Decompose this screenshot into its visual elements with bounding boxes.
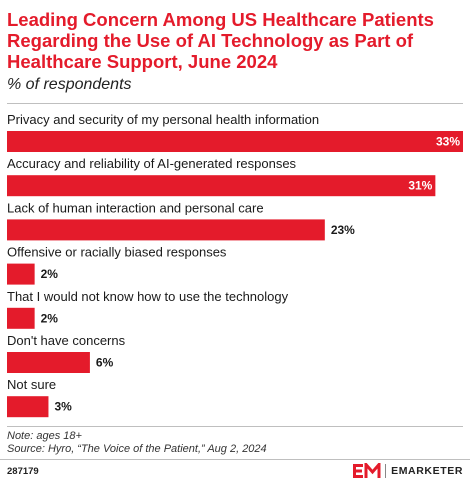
category-label: Privacy and security of my personal heal… bbox=[7, 112, 319, 127]
bar bbox=[7, 175, 436, 197]
brand: EMARKETER bbox=[353, 460, 463, 479]
top-divider bbox=[7, 103, 463, 104]
category-label: Accuracy and reliability of AI-generated… bbox=[7, 156, 297, 171]
chart-note: Note: ages 18+ bbox=[7, 430, 82, 442]
category-label: Lack of human interaction and personal c… bbox=[7, 200, 264, 215]
bar bbox=[7, 307, 35, 329]
category-label: Don't have concerns bbox=[7, 333, 126, 348]
value-label: 33% bbox=[436, 135, 460, 149]
chart-id: 287179 bbox=[7, 466, 39, 477]
bottom-divider bbox=[7, 426, 463, 427]
category-label: Not sure bbox=[7, 377, 56, 392]
bar bbox=[7, 263, 35, 285]
brand-separator bbox=[385, 464, 387, 478]
value-label: 6% bbox=[96, 356, 114, 370]
value-label: 3% bbox=[54, 400, 72, 414]
category-label: Offensive or racially biased responses bbox=[7, 245, 227, 260]
bar bbox=[7, 131, 463, 152]
footer-divider bbox=[0, 459, 470, 460]
bar bbox=[7, 219, 325, 241]
bar bbox=[7, 396, 49, 418]
value-label: 23% bbox=[331, 223, 355, 237]
value-label: 2% bbox=[41, 311, 59, 325]
bar bbox=[7, 352, 90, 373]
brand-name: EMARKETER bbox=[391, 465, 463, 477]
category-label: That I would not know how to use the tec… bbox=[7, 289, 289, 304]
bar-chart: Privacy and security of my personal heal… bbox=[7, 112, 463, 418]
value-label: 2% bbox=[41, 267, 59, 281]
chart-source: Source: Hyro, “The Voice of the Patient,… bbox=[7, 443, 267, 455]
chart-title: Leading Concern Among US Healthcare Pati… bbox=[7, 9, 434, 72]
chart-subtitle: % of respondents bbox=[7, 76, 132, 93]
value-label: 31% bbox=[408, 179, 432, 193]
em-logo-icon bbox=[353, 460, 381, 479]
